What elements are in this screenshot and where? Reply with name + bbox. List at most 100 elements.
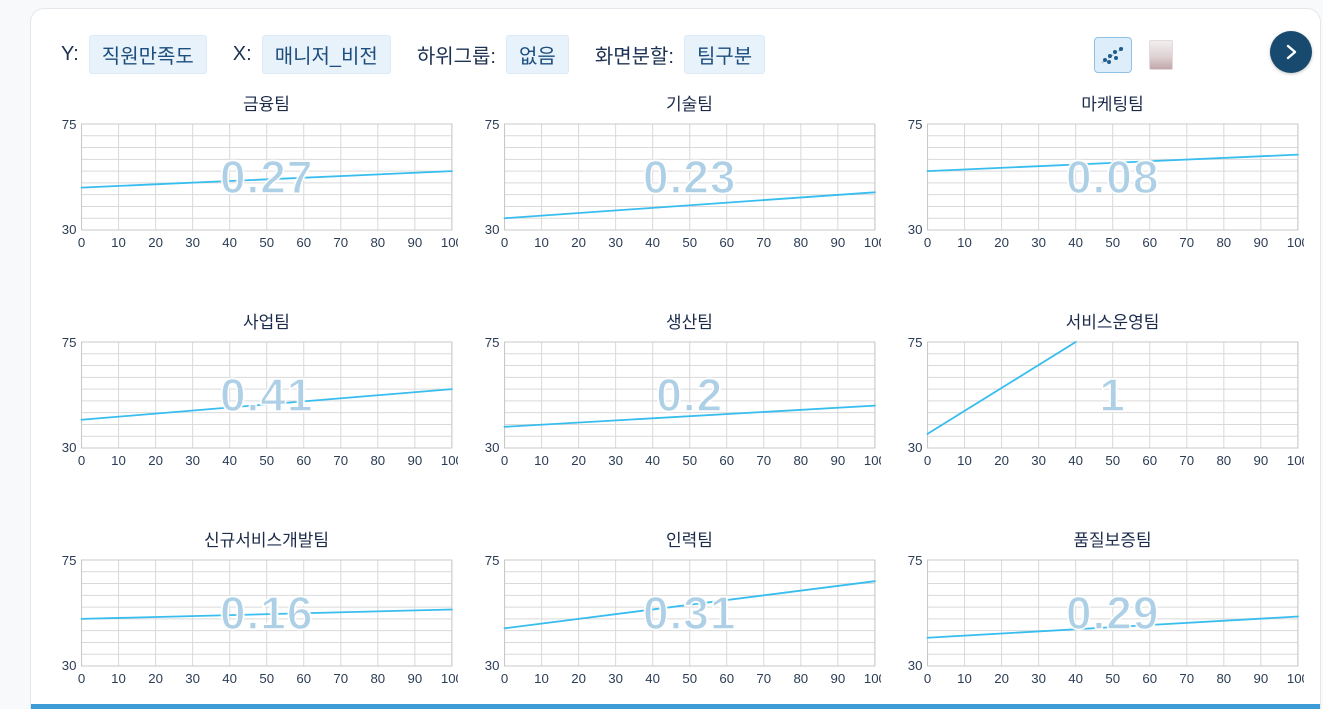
next-page-button[interactable]: [1270, 31, 1312, 73]
svg-text:70: 70: [756, 453, 771, 468]
svg-text:90: 90: [830, 235, 845, 250]
svg-text:80: 80: [793, 671, 808, 686]
svg-text:30: 30: [1031, 671, 1046, 686]
bottom-accent-bar: [31, 704, 1320, 709]
svg-text:75: 75: [62, 118, 77, 132]
svg-text:80: 80: [370, 671, 385, 686]
subgroup-selector[interactable]: 없음: [506, 35, 569, 74]
split-selector[interactable]: 팀구분: [683, 35, 766, 74]
svg-text:30: 30: [62, 440, 77, 455]
subgroup-label: 하위그룹:: [416, 46, 496, 68]
svg-text:60: 60: [719, 671, 734, 686]
svg-text:30: 30: [485, 222, 500, 237]
chart-title: 사업팀: [243, 313, 290, 332]
y-axis-selector[interactable]: 직원만족도: [88, 35, 207, 74]
svg-text:75: 75: [485, 336, 500, 350]
line-chart: 0 10 20 30 40 50 60 70 80 90 100 30 75: [485, 118, 881, 250]
svg-text:40: 40: [645, 671, 660, 686]
svg-text:20: 20: [148, 453, 163, 468]
svg-text:10: 10: [534, 235, 549, 250]
svg-text:50: 50: [259, 453, 274, 468]
svg-text:90: 90: [1253, 235, 1268, 250]
svg-text:50: 50: [1105, 671, 1120, 686]
svg-text:60: 60: [719, 453, 734, 468]
svg-text:30: 30: [908, 658, 923, 673]
svg-text:60: 60: [296, 671, 311, 686]
svg-text:10: 10: [534, 453, 549, 468]
svg-text:60: 60: [296, 235, 311, 250]
svg-text:30: 30: [485, 440, 500, 455]
svg-text:70: 70: [1179, 453, 1194, 468]
svg-text:75: 75: [485, 554, 500, 568]
svg-text:30: 30: [608, 235, 623, 250]
svg-text:75: 75: [908, 336, 923, 350]
svg-text:60: 60: [296, 453, 311, 468]
line-chart: 0 10 20 30 40 50 60 70 80 90 100 30 75: [485, 336, 881, 468]
svg-text:30: 30: [485, 658, 500, 673]
svg-text:40: 40: [1068, 453, 1083, 468]
line-chart: 0 10 20 30 40 50 60 70 80 90 100 30 75: [62, 336, 458, 468]
svg-text:0: 0: [501, 235, 508, 250]
svg-text:30: 30: [1031, 453, 1046, 468]
svg-text:75: 75: [908, 118, 923, 132]
chart-panel-서비스운영팀: 서비스운영팀 01020304050607080901003075 1: [897, 308, 1304, 478]
line-chart: 0 10 20 30 40 50 60 70 80 90 100 30 75: [908, 118, 1304, 250]
svg-text:30: 30: [62, 222, 77, 237]
svg-text:50: 50: [1105, 235, 1120, 250]
svg-text:70: 70: [333, 235, 348, 250]
svg-text:30: 30: [908, 222, 923, 237]
svg-text:100: 100: [864, 671, 881, 686]
svg-text:50: 50: [682, 453, 697, 468]
svg-text:40: 40: [222, 235, 237, 250]
small-multiples-grid: 금융팀 01020304050607080901003075 0.27 기술팀 …: [31, 74, 1320, 696]
svg-text:100: 100: [1287, 671, 1304, 686]
chart-title: 금융팀: [243, 95, 290, 114]
svg-text:20: 20: [994, 235, 1009, 250]
svg-text:50: 50: [259, 235, 274, 250]
line-chart: 0 10 20 30 40 50 60 70 80 90 100 30 75: [62, 118, 458, 250]
gradient-swatch-button[interactable]: [1142, 37, 1180, 73]
svg-text:80: 80: [1216, 235, 1231, 250]
svg-text:70: 70: [1179, 235, 1194, 250]
svg-text:60: 60: [1142, 671, 1157, 686]
svg-text:70: 70: [1179, 671, 1194, 686]
y-axis-label: Y:: [61, 43, 79, 65]
chart-panel-생산팀: 생산팀 01020304050607080901003075 0.2: [474, 308, 881, 478]
svg-text:40: 40: [1068, 235, 1083, 250]
x-axis-selector[interactable]: 매니저_비전: [261, 35, 391, 74]
svg-text:90: 90: [830, 453, 845, 468]
svg-text:20: 20: [571, 235, 586, 250]
line-chart: 0 10 20 30 40 50 60 70 80 90 100 30 75: [485, 554, 881, 686]
svg-text:75: 75: [908, 554, 923, 568]
svg-text:90: 90: [407, 671, 422, 686]
svg-text:90: 90: [1253, 671, 1268, 686]
svg-text:30: 30: [908, 440, 923, 455]
svg-text:80: 80: [370, 453, 385, 468]
line-chart: 0 10 20 30 40 50 60 70 80 90 100 30 75: [908, 554, 1304, 686]
svg-text:70: 70: [333, 671, 348, 686]
svg-text:20: 20: [571, 453, 586, 468]
svg-text:10: 10: [111, 671, 126, 686]
svg-text:0: 0: [501, 671, 508, 686]
svg-text:0: 0: [924, 235, 931, 250]
svg-text:40: 40: [222, 671, 237, 686]
svg-text:80: 80: [793, 235, 808, 250]
chart-panel-기술팀: 기술팀 01020304050607080901003075 0.23: [474, 90, 881, 260]
svg-text:0: 0: [501, 453, 508, 468]
svg-text:100: 100: [441, 671, 458, 686]
scatter-plot-icon[interactable]: [1094, 36, 1132, 73]
svg-text:100: 100: [1287, 453, 1304, 468]
svg-text:20: 20: [994, 671, 1009, 686]
svg-text:90: 90: [407, 235, 422, 250]
svg-text:70: 70: [333, 453, 348, 468]
chart-panel-마케팅팀: 마케팅팀 01020304050607080901003075 0.08: [897, 90, 1304, 260]
svg-text:20: 20: [148, 671, 163, 686]
svg-text:100: 100: [441, 235, 458, 250]
svg-text:0: 0: [78, 671, 85, 686]
svg-text:10: 10: [957, 453, 972, 468]
svg-text:10: 10: [111, 235, 126, 250]
chevron-right-icon: [1286, 44, 1297, 60]
svg-text:70: 70: [756, 671, 771, 686]
svg-text:100: 100: [864, 235, 881, 250]
svg-text:50: 50: [1105, 453, 1120, 468]
